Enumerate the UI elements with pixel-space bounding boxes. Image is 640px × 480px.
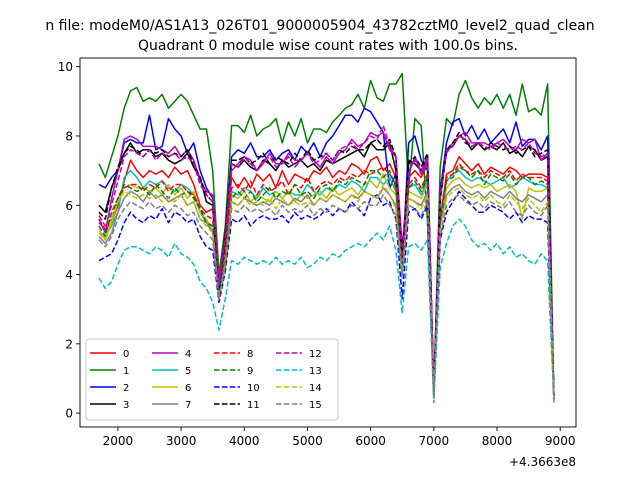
y-tick-label: 0 xyxy=(65,407,73,421)
series-line-5 xyxy=(98,169,555,400)
y-tick-label: 2 xyxy=(65,337,73,351)
legend-label-14: 14 xyxy=(309,383,322,394)
x-tick-label: 4000 xyxy=(229,434,260,448)
legend-label-9: 9 xyxy=(247,366,253,377)
x-tick-label: 2000 xyxy=(103,434,134,448)
series-line-9 xyxy=(98,166,555,397)
x-tick-label: 8000 xyxy=(482,434,513,448)
series-line-7 xyxy=(98,183,555,400)
series-line-10 xyxy=(98,190,555,400)
x-tick-label: 6000 xyxy=(355,434,386,448)
series-line-15 xyxy=(98,194,555,401)
legend-label-3: 3 xyxy=(123,400,129,411)
legend-label-0: 0 xyxy=(123,349,129,360)
legend-label-4: 4 xyxy=(185,349,191,360)
x-tick-label: 7000 xyxy=(419,434,450,448)
legend-label-13: 13 xyxy=(309,366,322,377)
figure-suptitle: n file: modeM0/AS1A13_026T01_9000005904_… xyxy=(45,18,594,34)
legend-label-1: 1 xyxy=(123,366,129,377)
y-tick-label: 8 xyxy=(65,129,73,143)
series-line-1 xyxy=(98,72,555,400)
series-layer xyxy=(98,72,555,404)
legend-label-6: 6 xyxy=(185,383,191,394)
series-line-14 xyxy=(98,183,555,400)
series-line-12 xyxy=(98,124,555,396)
legend-label-2: 2 xyxy=(123,383,129,394)
series-line-6 xyxy=(98,173,555,400)
series-line-0 xyxy=(98,155,555,396)
legend-label-8: 8 xyxy=(247,349,253,360)
legend-label-15: 15 xyxy=(309,400,322,411)
x-tick-label: 9000 xyxy=(545,434,576,448)
series-line-13 xyxy=(98,218,555,404)
legend-label-11: 11 xyxy=(247,400,260,411)
legend-frame xyxy=(85,338,339,421)
series-line-4 xyxy=(98,131,555,396)
legend-label-7: 7 xyxy=(185,400,191,411)
axes-frame xyxy=(79,57,577,428)
legend-label-5: 5 xyxy=(185,366,191,377)
series-line-2 xyxy=(98,107,555,400)
axes-title: Quadrant 0 module wise count rates with … xyxy=(138,38,518,54)
x-tick-label: 3000 xyxy=(166,434,197,448)
x-tick-label: 5000 xyxy=(292,434,323,448)
y-tick-label: 10 xyxy=(58,60,73,74)
y-tick-label: 4 xyxy=(65,268,73,282)
legend-label-12: 12 xyxy=(309,349,322,360)
x-offset-text: +4.3663e8 xyxy=(509,455,576,469)
legend-label-10: 10 xyxy=(247,383,260,394)
y-tick-label: 6 xyxy=(65,199,73,213)
